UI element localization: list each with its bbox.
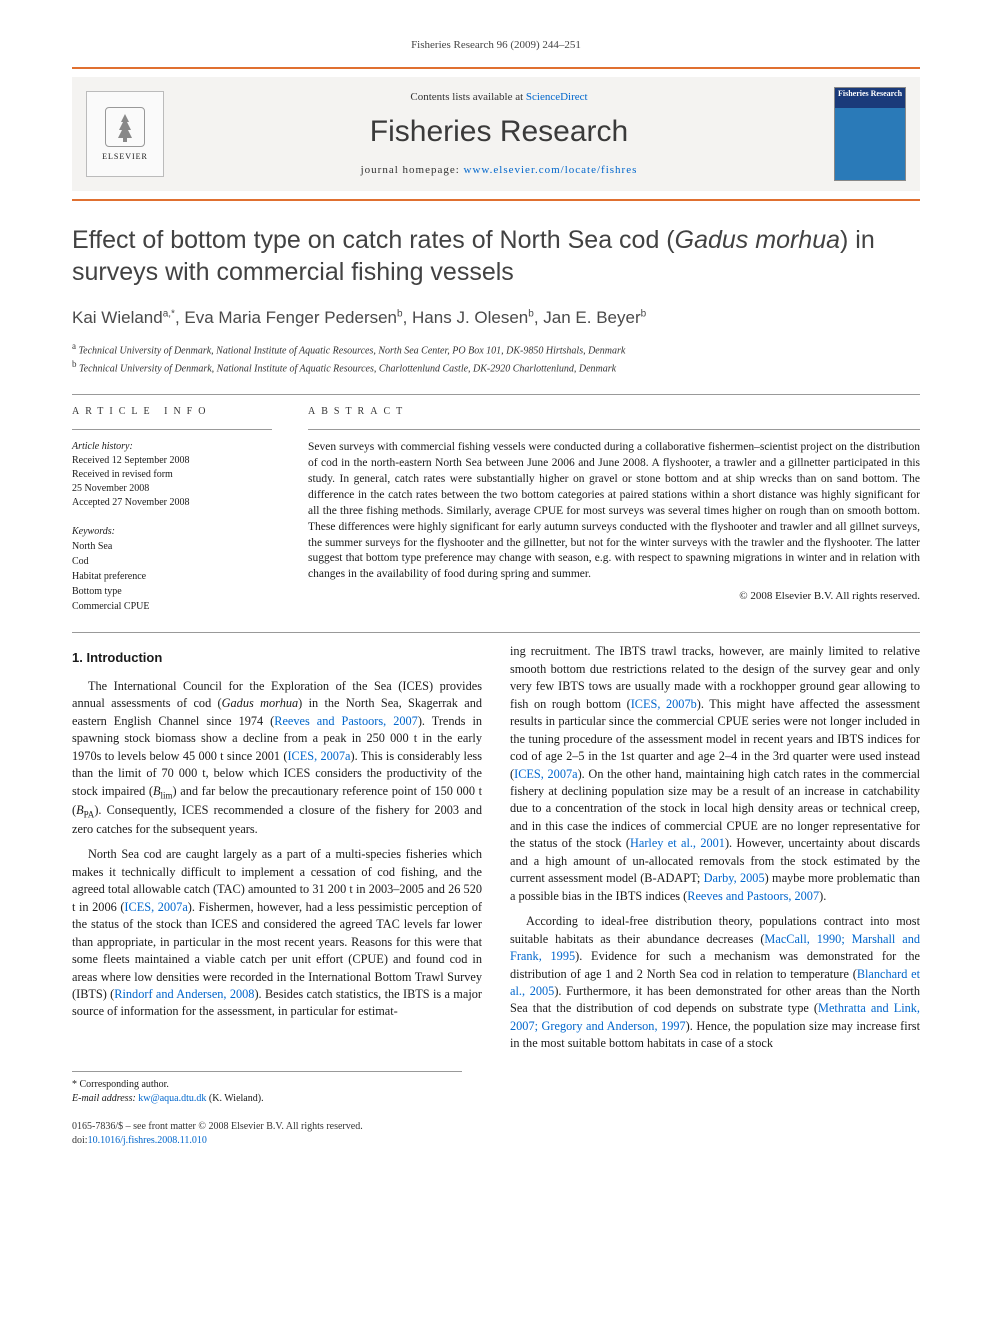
p1-blim-sub: lim — [161, 790, 173, 800]
author-list: Kai Wielanda,*, Eva Maria Fenger Pederse… — [72, 306, 920, 330]
affiliations: a Technical University of Denmark, Natio… — [72, 340, 920, 377]
page: Fisheries Research 96 (2009) 244–251 ELS… — [0, 0, 992, 1178]
author-4: Jan E. Beyer — [543, 308, 640, 327]
doi-label: doi: — [72, 1135, 88, 1146]
history-received: Received 12 September 2008 — [72, 454, 272, 468]
cite-rindorf-2008[interactable]: Rindorf and Andersen, 2008 — [114, 987, 254, 1001]
journal-name: Fisheries Research — [178, 111, 820, 153]
para-2: North Sea cod are caught largely as a pa… — [72, 846, 482, 1021]
sciencedirect-link[interactable]: ScienceDirect — [526, 91, 588, 103]
author-2-sup: b — [397, 308, 403, 319]
cite-harley-2001[interactable]: Harley et al., 2001 — [630, 836, 725, 850]
p1-blim: B — [153, 784, 161, 798]
cite-ices-2007a-3[interactable]: ICES, 2007a — [514, 767, 577, 781]
contents-line: Contents lists available at ScienceDirec… — [178, 90, 820, 105]
para-1: The International Council for the Explor… — [72, 678, 482, 839]
body-columns: 1. Introduction The International Counci… — [72, 643, 920, 1052]
contents-text: Contents lists available at — [410, 91, 525, 103]
title-species: Gadus morhua — [675, 226, 840, 254]
elsevier-tree-icon — [105, 107, 145, 147]
author-4-sup: b — [641, 308, 647, 319]
front-matter-line: 0165-7836/$ – see front matter © 2008 El… — [72, 1120, 363, 1134]
history-revised-2: 25 November 2008 — [72, 482, 272, 496]
affil-a-sup: a — [72, 341, 76, 351]
affil-b: b Technical University of Denmark, Natio… — [72, 358, 920, 376]
email-who: (K. Wieland). — [209, 1093, 264, 1104]
abstract-col: ABSTRACT Seven surveys with commercial f… — [308, 405, 920, 614]
history-revised-1: Received in revised form — [72, 468, 272, 482]
cover-title: Fisheries Research — [838, 90, 902, 98]
author-2: Eva Maria Fenger Pedersen — [184, 308, 397, 327]
p1-bpa-sub: PA — [84, 809, 95, 819]
email-label: E-mail address: — [72, 1093, 136, 1104]
homepage-url[interactable]: www.elsevier.com/locate/fishres — [464, 164, 638, 176]
keyword-1: North Sea — [72, 539, 272, 554]
cite-ices-2007a-1[interactable]: ICES, 2007a — [287, 749, 350, 763]
keywords-label: Keywords: — [72, 524, 272, 539]
copyright-line: © 2008 Elsevier B.V. All rights reserved… — [308, 589, 920, 604]
journal-banner: ELSEVIER Contents lists available at Sci… — [72, 77, 920, 191]
author-3-sup: b — [528, 308, 534, 319]
banner-center: Contents lists available at ScienceDirec… — [178, 90, 820, 179]
running-head: Fisheries Research 96 (2009) 244–251 — [72, 38, 920, 53]
cite-reeves-2007[interactable]: Reeves and Pastoors, 2007 — [274, 714, 418, 728]
affil-a: a Technical University of Denmark, Natio… — [72, 340, 920, 358]
homepage-line: journal homepage: www.elsevier.com/locat… — [178, 163, 820, 178]
keyword-2: Cod — [72, 554, 272, 569]
cite-ices-2007a-2[interactable]: ICES, 2007a — [124, 900, 187, 914]
doi-line: doi:10.1016/j.fishres.2008.11.010 — [72, 1134, 363, 1148]
divider-bottom — [72, 632, 920, 633]
doi-link[interactable]: 10.1016/j.fishres.2008.11.010 — [88, 1135, 207, 1146]
abstract-text: Seven surveys with commercial fishing ve… — [308, 440, 920, 583]
cite-ices-2007b[interactable]: ICES, 2007b — [631, 697, 697, 711]
p1-species: Gadus morhua — [222, 696, 299, 710]
abstract-heading: ABSTRACT — [308, 405, 920, 419]
journal-cover-thumb: Fisheries Research — [834, 87, 906, 181]
p3f: ). — [819, 889, 826, 903]
affil-b-sup: b — [72, 359, 77, 369]
banner-rule-wrap: ELSEVIER Contents lists available at Sci… — [72, 67, 920, 201]
section-1-heading: 1. Introduction — [72, 649, 482, 667]
para-4: According to ideal-free distribution the… — [510, 913, 920, 1053]
keyword-3: Habitat preference — [72, 569, 272, 584]
publisher-name: ELSEVIER — [102, 151, 148, 162]
article-info-col: ARTICLE INFO Article history: Received 1… — [72, 405, 272, 614]
p2b: ). Fishermen, however, had a less pessim… — [72, 900, 482, 1001]
article-title: Effect of bottom type on catch rates of … — [72, 225, 920, 288]
homepage-label: journal homepage: — [361, 164, 464, 176]
history-label: Article history: — [72, 440, 272, 454]
corresponding-author-footnote: * Corresponding author. E-mail address: … — [72, 1071, 462, 1106]
cite-darby-2005[interactable]: Darby, 2005 — [704, 871, 765, 885]
footer-left: 0165-7836/$ – see front matter © 2008 El… — [72, 1120, 363, 1148]
divider-top — [72, 394, 920, 395]
history-block: Article history: Received 12 September 2… — [72, 440, 272, 510]
keyword-5: Commercial CPUE — [72, 599, 272, 614]
cite-reeves-2007-2[interactable]: Reeves and Pastoors, 2007 — [687, 889, 819, 903]
author-3: Hans J. Olesen — [412, 308, 528, 327]
history-accepted: Accepted 27 November 2008 — [72, 496, 272, 510]
keyword-4: Bottom type — [72, 584, 272, 599]
keywords-block: Keywords: North Sea Cod Habitat preferen… — [72, 524, 272, 614]
title-part1: Effect of bottom type on catch rates of … — [72, 226, 675, 254]
author-1-sup: a,* — [163, 308, 175, 319]
publisher-logo: ELSEVIER — [86, 91, 164, 177]
corr-email-line: E-mail address: kw@aqua.dtu.dk (K. Wiela… — [72, 1092, 462, 1106]
abstract-rule — [308, 429, 920, 430]
corr-author-label: * Corresponding author. — [72, 1078, 462, 1092]
info-rule — [72, 429, 272, 430]
affil-a-text: Technical University of Denmark, Nationa… — [79, 345, 626, 356]
page-footer: 0165-7836/$ – see front matter © 2008 El… — [72, 1120, 920, 1148]
p1-bpa: B — [76, 803, 84, 817]
para-3: ing recruitment. The IBTS trawl tracks, … — [510, 643, 920, 905]
p1f: ). Consequently, ICES recommended a clos… — [72, 803, 482, 836]
author-1: Kai Wieland — [72, 308, 163, 327]
affil-b-text: Technical University of Denmark, Nationa… — [79, 363, 616, 374]
article-info-heading: ARTICLE INFO — [72, 405, 272, 419]
meta-row: ARTICLE INFO Article history: Received 1… — [72, 405, 920, 614]
email-address[interactable]: kw@aqua.dtu.dk — [138, 1093, 206, 1104]
